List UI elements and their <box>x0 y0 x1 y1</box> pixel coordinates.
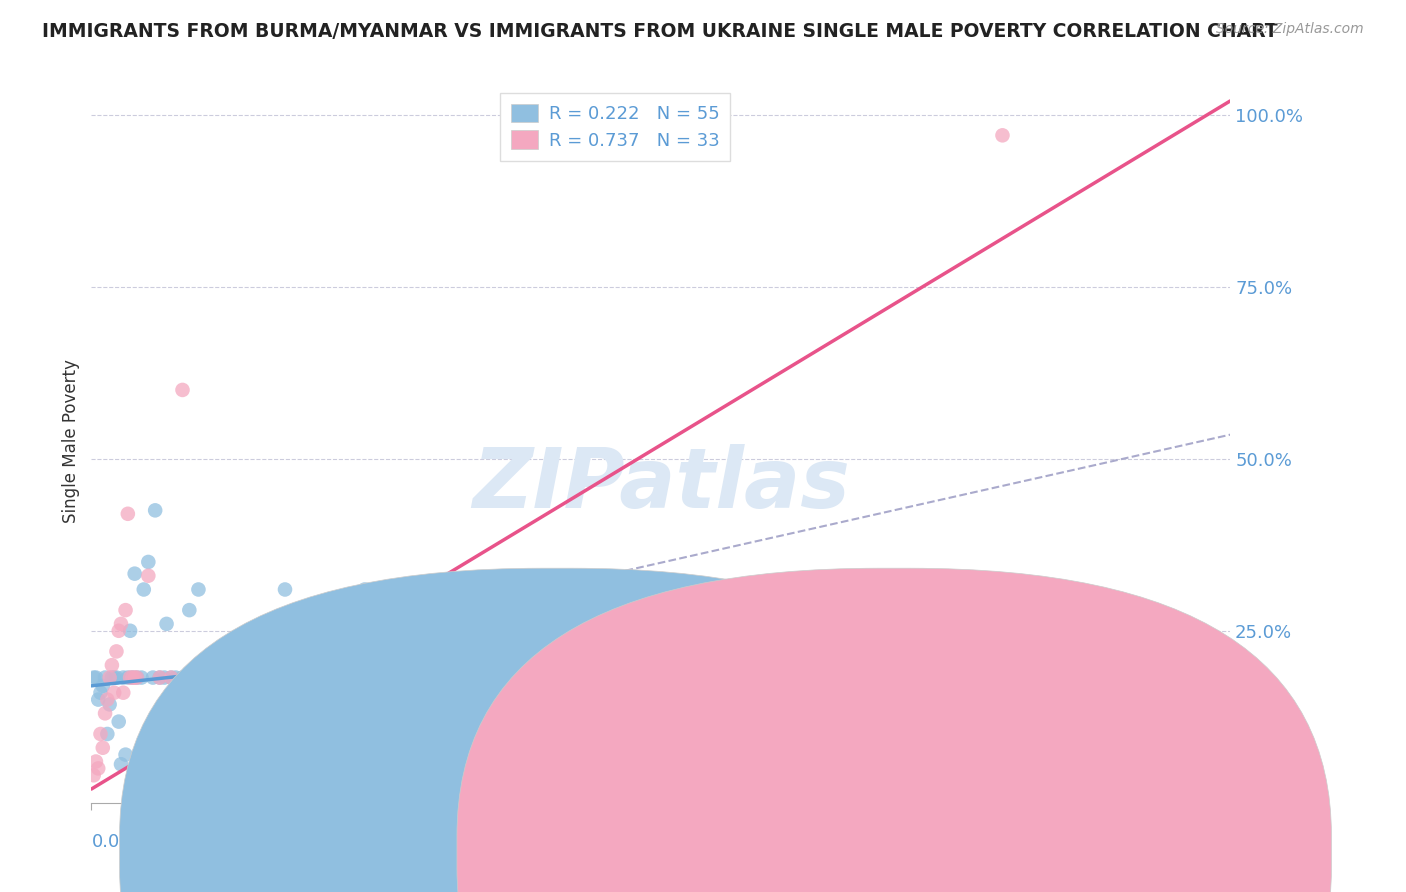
Point <box>217 671 239 685</box>
Text: ZIPatlas: ZIPatlas <box>472 444 849 525</box>
Point <box>179 603 201 617</box>
Point <box>125 671 148 685</box>
Point <box>605 706 627 721</box>
Text: IMMIGRANTS FROM BURMA/MYANMAR VS IMMIGRANTS FROM UKRAINE SINGLE MALE POVERTY COR: IMMIGRANTS FROM BURMA/MYANMAR VS IMMIGRA… <box>42 22 1278 41</box>
Point <box>194 671 217 685</box>
Point <box>160 671 183 685</box>
Point <box>101 658 124 673</box>
Point <box>114 747 136 762</box>
Point <box>83 768 105 782</box>
Point <box>285 671 308 685</box>
Point <box>183 671 205 685</box>
Point <box>96 692 118 706</box>
Point <box>110 616 132 631</box>
Point <box>89 686 111 700</box>
Point <box>107 714 129 729</box>
Point <box>101 671 124 685</box>
Point <box>183 671 205 685</box>
Legend: R = 0.222   N = 55, R = 0.737   N = 33: R = 0.222 N = 55, R = 0.737 N = 33 <box>501 93 731 161</box>
Text: Immigrants from Ukraine: Immigrants from Ukraine <box>921 843 1130 861</box>
Point <box>138 568 160 582</box>
Text: Immigrants from Burma/Myanmar: Immigrants from Burma/Myanmar <box>583 843 866 861</box>
Point <box>155 616 177 631</box>
Point <box>138 555 160 569</box>
Point <box>250 624 273 638</box>
Point <box>228 671 250 685</box>
Point <box>377 671 399 685</box>
Point <box>165 671 187 685</box>
Point <box>124 671 146 685</box>
Point <box>263 671 285 685</box>
Point <box>120 624 142 638</box>
Text: 50.0%: 50.0% <box>1174 833 1230 851</box>
Point <box>124 566 146 581</box>
Point <box>110 757 132 772</box>
Point <box>125 671 148 685</box>
Point <box>187 582 209 597</box>
Point <box>91 679 114 693</box>
Point <box>87 761 110 775</box>
Point <box>330 596 353 610</box>
Point <box>117 671 139 685</box>
Point <box>536 671 558 685</box>
Point <box>194 671 217 685</box>
Point <box>84 671 107 685</box>
Point <box>121 671 143 685</box>
Point <box>83 671 105 685</box>
Point <box>107 624 129 638</box>
Point <box>105 671 128 685</box>
Point <box>467 671 489 685</box>
Point <box>172 671 194 685</box>
Point <box>153 671 176 685</box>
Point <box>105 644 128 658</box>
Point <box>786 671 808 685</box>
Point <box>91 740 114 755</box>
Point <box>84 755 107 769</box>
Point <box>342 671 364 685</box>
Point <box>94 671 117 685</box>
Point <box>94 706 117 721</box>
Point <box>217 671 239 685</box>
Point <box>143 503 166 517</box>
Y-axis label: Single Male Poverty: Single Male Poverty <box>62 359 80 524</box>
Point <box>103 686 125 700</box>
Point <box>120 671 142 685</box>
Point <box>239 671 262 685</box>
Point <box>117 507 139 521</box>
Point <box>112 671 135 685</box>
Point <box>131 671 153 685</box>
Point <box>121 671 143 685</box>
Point <box>149 671 172 685</box>
Point <box>991 128 1014 143</box>
Point <box>399 671 422 685</box>
Point <box>172 383 194 397</box>
Text: 0.0%: 0.0% <box>91 833 136 851</box>
Point <box>274 582 297 597</box>
Point <box>536 671 558 685</box>
Point <box>285 671 308 685</box>
Text: Source: ZipAtlas.com: Source: ZipAtlas.com <box>1216 22 1364 37</box>
Point <box>87 692 110 706</box>
Point <box>308 671 330 685</box>
Point <box>149 671 172 685</box>
Point <box>422 686 444 700</box>
Point <box>114 603 136 617</box>
Point <box>89 727 111 741</box>
Point <box>98 671 121 685</box>
Point <box>353 582 375 597</box>
Point <box>142 671 165 685</box>
Point <box>308 671 330 685</box>
Point <box>98 698 121 712</box>
Point <box>672 610 695 624</box>
Point <box>160 671 183 685</box>
Point <box>112 686 135 700</box>
Point <box>239 671 262 685</box>
Point <box>132 582 155 597</box>
Point <box>205 671 228 685</box>
Point <box>263 671 285 685</box>
Point <box>96 727 118 741</box>
Point <box>103 671 125 685</box>
